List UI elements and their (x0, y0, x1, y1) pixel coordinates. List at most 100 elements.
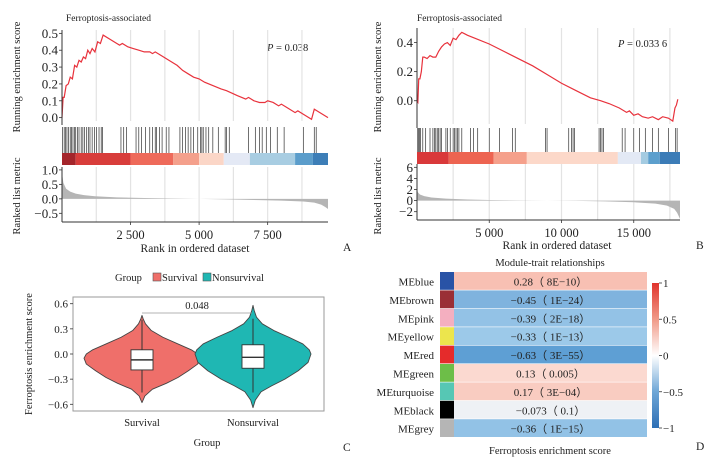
panel-a-ylabel-bottom: Ranked list metric (12, 157, 23, 234)
heat-segment (417, 152, 449, 164)
violin-ytick-label: −0.3 (48, 374, 68, 386)
heatmap-cell (454, 327, 647, 345)
colorbar-ticks: 1 0.5 0 −0.5 −1 (659, 278, 683, 435)
heatmap-cell (454, 272, 647, 290)
gsea-panel-a: Ferroptosis-associated P = 0.038 0.0 0.1 0… (12, 14, 352, 255)
heat-segment (659, 152, 680, 164)
heatmap-row: MEblack −0.073（ 0.1） (394, 400, 647, 419)
violins (83, 304, 312, 409)
cell-label: −0.63（ 3E−55） (511, 349, 591, 362)
panel-a-p-value: P = 0.038 (266, 43, 308, 54)
module-color-swatch (440, 290, 454, 309)
panel-a-ranked-metric (62, 172, 328, 209)
heatmap-row: MEturquoise 0.17（ 3E−04） (377, 382, 647, 401)
heatmap-cell (454, 290, 647, 309)
module-name: MEblack (394, 405, 435, 417)
module-color-swatch (440, 327, 454, 345)
module-color-swatch (440, 419, 454, 437)
module-name: MEgrey (398, 424, 435, 436)
heatmap-cell (454, 419, 647, 437)
heatmap-row: MEred −0.63（ 3E−55） (403, 345, 647, 364)
heat-segment (130, 153, 174, 165)
violin-yticks: 0.6 0.3 0.0 −0.3 −0.6 (48, 299, 73, 411)
panel-b-xticks: 5 000 10 000 15 000 (475, 220, 651, 240)
panel-b-label: B (696, 240, 704, 252)
module-color-swatch (440, 400, 454, 419)
legend-label-survival: Survival (162, 273, 198, 284)
metric-ytick-label: −2 (399, 204, 413, 219)
violin-xtick-nonsurvival: Nonsurvival (227, 418, 279, 429)
heatmap-rows: MEblue 0.28（ 8E−10）MEbrown −0.45（ 1E−24）ME… (377, 272, 647, 437)
violin-ylabel: Ferroptosis enrichment score (24, 293, 35, 415)
xtick-label: 2 500 (116, 228, 144, 242)
module-name: MEred (403, 350, 434, 362)
panel-c-label: C (343, 442, 351, 454)
gsea-panel-b: Ferroptosis-associated P = 0.033 6 0.00.… (373, 14, 704, 252)
module-color-swatch (440, 272, 454, 290)
panel-b-running-es (416, 31, 679, 123)
heat-segment (199, 153, 224, 165)
panel-b-heatbar (417, 152, 680, 164)
module-color-swatch (440, 364, 454, 382)
violin-ytick-label: 0.0 (54, 349, 68, 361)
xtick-label: 7 500 (254, 228, 282, 242)
legend-label-nonsurvival: Nonsurvival (212, 273, 264, 284)
module-color-swatch (440, 382, 454, 401)
metric-ytick-label: 0.5 (42, 177, 58, 192)
module-name: MEbrown (389, 295, 434, 307)
heatmap-cell (454, 382, 647, 401)
panel-b-ylabel-bottom: Ranked list metric (373, 157, 384, 234)
heat-segment (312, 153, 328, 165)
module-color-swatch (440, 345, 454, 364)
panel-a-metric-yticks: 1.00.50.0−0.5 (34, 162, 62, 221)
metric-ytick-label: 4 (407, 171, 414, 186)
colorbar-tick-label: 1 (663, 278, 669, 290)
panel-b-hits (417, 128, 678, 153)
heatmap-row: MEgreen 0.13（ 0.005） (393, 364, 647, 382)
module-name: MEgreen (393, 369, 434, 381)
heatmap-title: Module-trait relationships (495, 258, 604, 269)
heatmap-row: MEbrown −0.45（ 1E−24） (389, 290, 647, 309)
metric-ytick-label: 0.0 (42, 191, 58, 206)
heat-segment (493, 152, 527, 164)
heatmap-row: MEyellow −0.33（ 1E−13） (388, 327, 647, 345)
violin-ytick-label: 0.3 (54, 324, 68, 336)
colorbar-tick-label: −1 (663, 423, 675, 435)
panel-a-title: Ferroptosis-associated (66, 14, 151, 24)
panel-a-ylabel-top: Running enrichment score (12, 21, 23, 132)
metric-ytick-label: 2 (407, 182, 414, 197)
es-ytick-label: 0.0 (397, 93, 413, 108)
xtick-label: 10 000 (544, 226, 578, 240)
cell-label: −0.36（ 1E−15） (511, 423, 591, 436)
xtick-label: 5 000 (475, 226, 503, 240)
violin-ytick-label: −0.6 (48, 399, 68, 411)
panel-a-xlabel: Rank in ordered dataset (141, 243, 251, 255)
panel-a-grid (95, 30, 303, 222)
panel-b-title: Ferroptosis-associated (417, 14, 502, 24)
heat-segment (640, 152, 649, 164)
ranked-metric-area (62, 172, 328, 209)
p-symbol: P (266, 43, 274, 54)
heat-segment (448, 152, 494, 164)
heat-segment (526, 152, 618, 164)
p-value-text: = 0.033 6 (624, 39, 667, 50)
violin-survival (83, 314, 201, 404)
p-symbol: P (617, 39, 625, 50)
es-ytick-label: 0.0 (42, 110, 58, 125)
xtick-label: 5 000 (185, 228, 213, 242)
running-es-line (61, 34, 329, 121)
metric-ytick-label: 6 (407, 160, 414, 175)
es-ytick-label: 0.1 (42, 93, 58, 108)
cell-label: −0.33（ 1E−13） (511, 331, 591, 344)
panel-a-axes (61, 30, 328, 223)
module-name: MEturquoise (377, 387, 435, 399)
panel-a-xticks: 2 500 5 000 7 500 (116, 222, 282, 242)
panel-b-grid (452, 28, 671, 220)
violin-legend: Group Survival Nonsurvival (115, 272, 264, 284)
heat-segment (173, 153, 200, 165)
heatmap-row: MEpink −0.39（ 2E−18） (398, 308, 647, 327)
legend-swatch-nonsurvival (202, 272, 212, 282)
panel-b-xlabel: Rank in ordered dataset (503, 240, 613, 252)
